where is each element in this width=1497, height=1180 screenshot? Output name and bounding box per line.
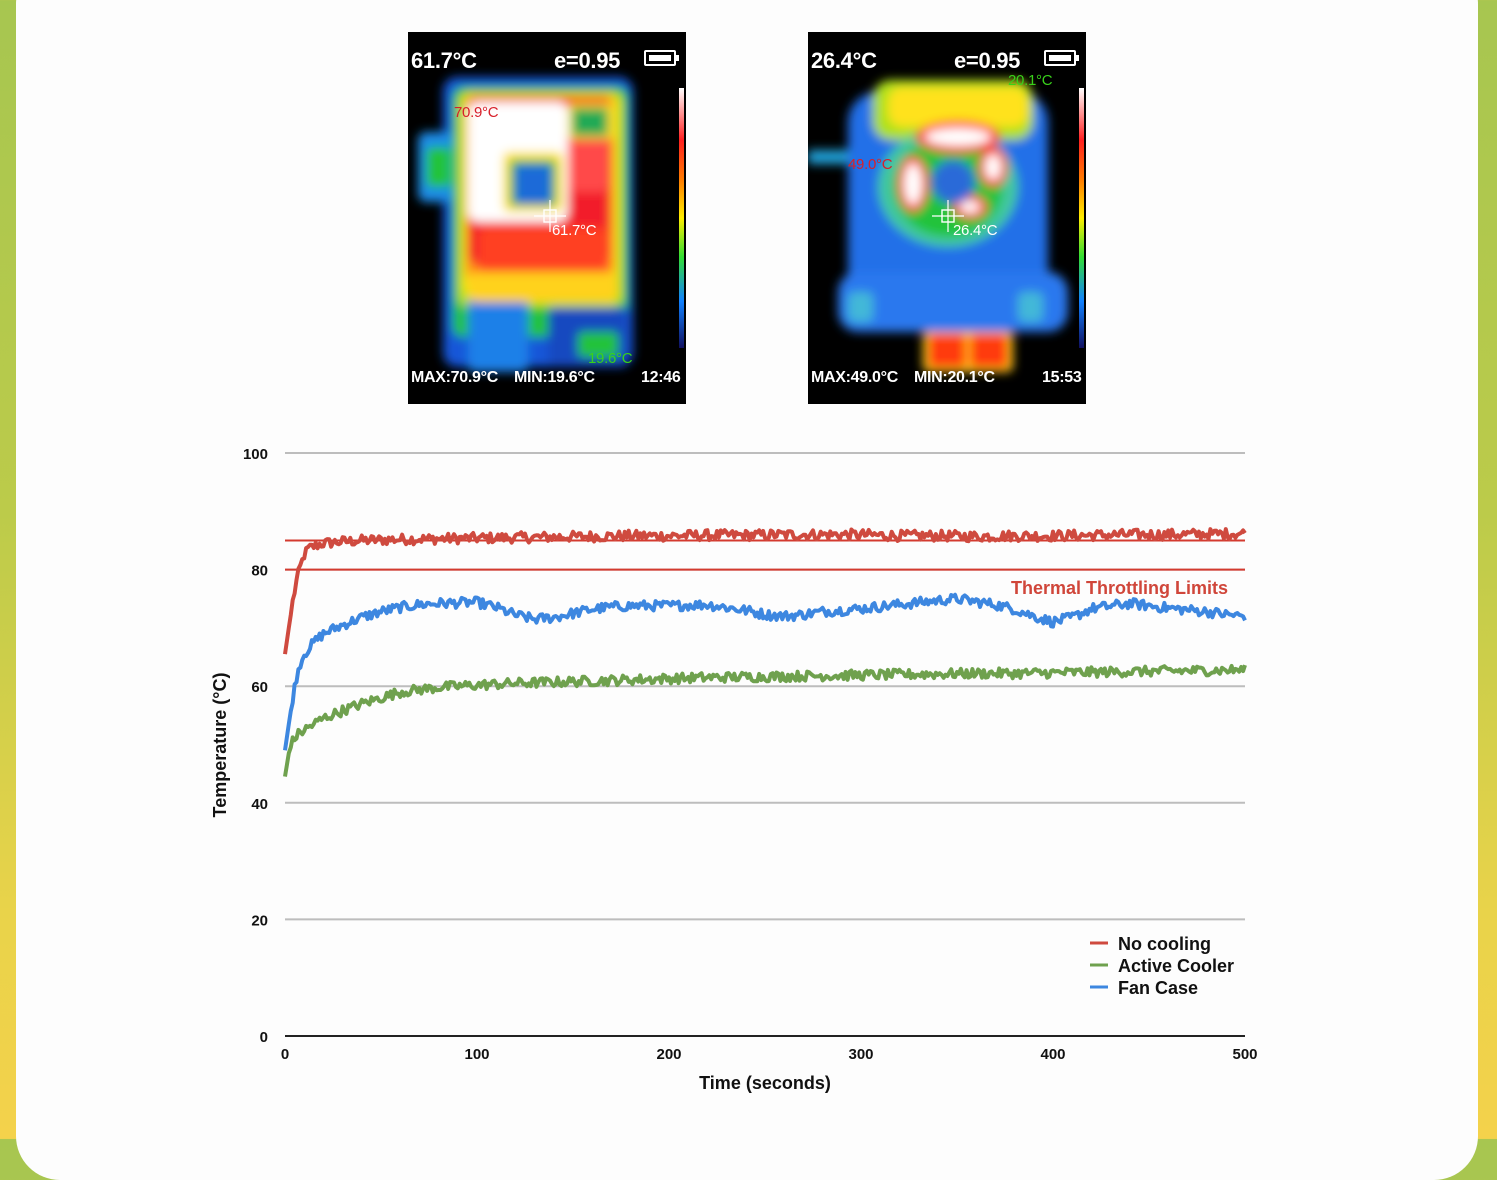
thermal-heatmap-fan-case [808, 80, 1068, 372]
y-tick-labels: 0 20 40 60 80 100 [243, 446, 268, 1046]
thermal-image-board: 61.7°C e=0.95 70.9°C 61.7°C 19.6°C MAX:7… [408, 32, 686, 404]
y-tick-label-60: 60 [251, 679, 268, 696]
x-tick-label-200: 200 [656, 1046, 681, 1063]
series-lines [283, 527, 1247, 777]
x-tick-labels: 0 100 200 300 400 500 [281, 1046, 1258, 1063]
spot-min-label: 19.6°C [588, 350, 633, 367]
color-scale-bar [679, 88, 684, 348]
battery-icon [644, 50, 679, 66]
color-scale-bar [1079, 88, 1084, 348]
spot-max-label: 49.0°C [848, 156, 893, 173]
y-tick-label-40: 40 [251, 796, 268, 813]
legend-label-active-cooler: Active Cooler [1118, 956, 1234, 976]
max-temp-readout: MAX:49.0°C [811, 369, 898, 386]
x-tick-label-0: 0 [281, 1046, 289, 1063]
max-temp-readout: MAX:70.9°C [411, 369, 498, 386]
center-temp-readout: 61.7°C [411, 48, 477, 73]
temperature-chart: 0 20 40 60 80 100 0 100 200 300 400 500 Thermal Th… [210, 446, 1258, 1093]
thermal-image-fan-case: 26.4°C e=0.95 20.1°C 49.0°C 26.4°C MAX:4… [808, 32, 1086, 404]
series-line-no-cooling [283, 527, 1247, 655]
content-card [16, 0, 1478, 1180]
emissivity-readout: e=0.95 [554, 48, 621, 73]
throttling-limit-annotation: Thermal Throttling Limits [1011, 578, 1228, 598]
legend-label-no-cooling: No cooling [1118, 934, 1211, 954]
x-tick-label-500: 500 [1232, 1046, 1257, 1063]
legend-label-fan-case: Fan Case [1118, 978, 1198, 998]
x-tick-label-400: 400 [1040, 1046, 1065, 1063]
center-temp-readout: 26.4°C [811, 48, 877, 73]
min-temp-readout: MIN:20.1°C [914, 369, 995, 386]
series-line-fan-case [283, 592, 1247, 751]
thermal-heatmap-board [418, 77, 633, 372]
spot-max-label: 70.9°C [454, 104, 499, 121]
y-tick-label-20: 20 [251, 912, 268, 929]
min-temp-readout: MIN:19.6°C [514, 369, 595, 386]
y-tick-label-0: 0 [260, 1029, 268, 1046]
spot-min-label: 20.1°C [1008, 72, 1053, 89]
clock-readout: 12:46 [641, 369, 681, 386]
y-tick-label-80: 80 [251, 563, 268, 580]
spot-center-label: 26.4°C [953, 222, 998, 239]
spot-center-label: 61.7°C [552, 222, 597, 239]
x-axis-title: Time (seconds) [699, 1073, 831, 1093]
legend: No cooling Active Cooler Fan Case [1090, 934, 1234, 998]
emissivity-readout: e=0.95 [954, 48, 1021, 73]
clock-readout: 15:53 [1042, 369, 1082, 386]
reference-lines [285, 539, 1245, 571]
series-line-active-cooler [283, 663, 1247, 777]
x-tick-label-100: 100 [464, 1046, 489, 1063]
y-axis-title: Temperature (°C) [210, 673, 230, 818]
x-tick-label-300: 300 [848, 1046, 873, 1063]
y-tick-label-100: 100 [243, 446, 268, 463]
battery-icon [1044, 50, 1079, 66]
